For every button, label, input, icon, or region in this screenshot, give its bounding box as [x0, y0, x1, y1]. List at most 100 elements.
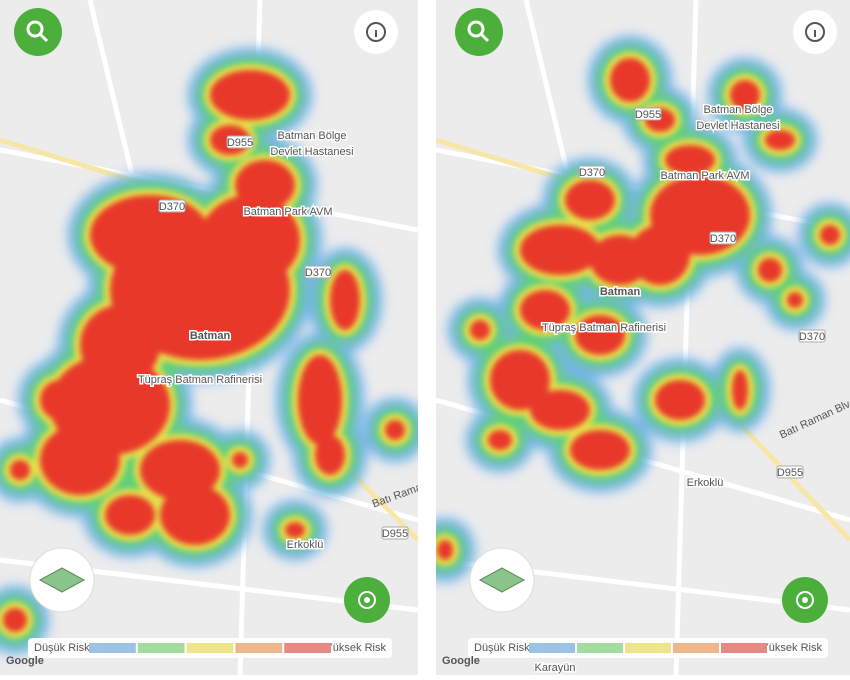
legend-swatch: [137, 643, 185, 653]
layers-icon: [478, 567, 526, 593]
road-shield: [798, 329, 826, 343]
heat-blob: [665, 145, 715, 175]
heat-blob: [90, 195, 210, 275]
heat-blob: [285, 522, 305, 538]
place-label: Tüpraş Batman Rafinerisi: [138, 374, 262, 386]
heat-blob: [575, 315, 625, 355]
road-label: D955: [382, 528, 408, 540]
heat-blob: [730, 80, 760, 110]
search-icon: [467, 20, 485, 38]
road-shield: [776, 465, 804, 479]
heat-blob: [565, 180, 615, 220]
heat-blob: [330, 270, 360, 330]
heat-blob: [655, 380, 705, 420]
search-button[interactable]: [14, 8, 62, 56]
road-shield: [304, 265, 332, 279]
place-label: Erkoklü: [287, 539, 324, 551]
road-shield: [634, 107, 662, 121]
legend-swatch: [529, 643, 575, 653]
heat-layer: [3, 70, 405, 632]
search-icon: [38, 32, 49, 43]
search-icon: [479, 32, 490, 43]
road-label: D370: [305, 267, 331, 279]
locate-icon: [358, 591, 376, 609]
heat-blob: [40, 380, 80, 420]
heat-blob: [298, 355, 342, 445]
map-panel: Batman Bölge Devlet Hastanesi Batman Park …: [0, 0, 418, 675]
place-label: Batman Park AVM: [660, 170, 749, 182]
place-label: Batman Bölge: [277, 130, 346, 142]
place-label: Erkoklü: [687, 477, 724, 489]
heat-blob: [315, 435, 345, 475]
heat-blob: [570, 430, 630, 470]
heat-blob: [590, 235, 650, 285]
road-shield: [158, 199, 186, 213]
road-shield: [709, 231, 737, 245]
heat-blob: [385, 420, 405, 440]
heat-blob: [820, 225, 840, 245]
heat-blob: [520, 225, 600, 275]
legend-swatch: [673, 643, 719, 653]
road-label: D955: [635, 109, 661, 121]
attribution: Google: [442, 655, 480, 667]
heat-layer: [437, 58, 840, 560]
heat-blob: [200, 195, 300, 285]
legend-high: Yüksek Risk: [761, 642, 822, 654]
road-label: D370: [159, 201, 185, 213]
heat-blob: [105, 495, 155, 535]
heat-blob: [610, 58, 650, 102]
place-label: Batman Park AVM: [243, 206, 332, 218]
heat-blob: [232, 452, 248, 468]
legend-swatch: [625, 643, 671, 653]
road-shield: [381, 526, 409, 540]
legend-high: Yüksek Risk: [325, 642, 386, 654]
info-icon: [805, 22, 825, 42]
place-label: Batman Bölge: [703, 104, 772, 116]
heat-blob: [490, 350, 550, 410]
heat-blob: [732, 370, 748, 410]
heat-blob: [530, 390, 590, 430]
heat-blob: [787, 292, 803, 308]
road-label: D955: [777, 467, 803, 479]
place-label: Batman: [190, 330, 231, 342]
place-label: Karayün: [535, 662, 576, 674]
legend-swatch: [89, 643, 136, 653]
legend-swatch: [284, 643, 331, 653]
heat-blob: [235, 160, 295, 210]
locate-icon: [802, 597, 808, 603]
heat-blob: [40, 425, 120, 495]
place-label: Devlet Hastanesi: [270, 146, 353, 158]
info-icon: [366, 22, 386, 42]
layers-icon: [38, 567, 86, 593]
heat-blob: [3, 608, 27, 632]
place-label: Tüpraş Batman Rafinerisi: [542, 322, 666, 334]
place-label: Devlet Hastanesi: [696, 120, 779, 132]
road-label: D370: [799, 331, 825, 343]
heat-blob: [470, 320, 490, 340]
road-label: D370: [579, 167, 605, 179]
heat-blob: [520, 290, 570, 330]
road-label: D370: [710, 233, 736, 245]
map-panel: Batman Bölge Devlet Hastanesi Batman Park …: [436, 0, 850, 675]
attribution: Google: [6, 655, 44, 667]
road-shield: [578, 165, 606, 179]
locate-icon: [364, 597, 370, 603]
road-shield: [226, 135, 254, 149]
legend-swatch: [721, 643, 767, 653]
legend-swatch: [577, 643, 623, 653]
main-road: [734, 418, 850, 542]
locate-icon: [796, 591, 814, 609]
heat-blob: [210, 70, 290, 120]
legend-swatch: [186, 643, 234, 653]
heat-blob: [758, 258, 782, 282]
search-button[interactable]: [455, 8, 503, 56]
heat-blob: [488, 430, 512, 450]
heat-blob: [10, 460, 30, 480]
heat-blob: [765, 130, 795, 150]
road-label: D955: [227, 137, 253, 149]
legend-low: Düşük Risk: [474, 642, 530, 654]
heat-blob: [160, 485, 230, 545]
legend-low: Düşük Risk: [34, 642, 90, 654]
legend-swatch: [235, 643, 283, 653]
heat-blob: [140, 440, 220, 500]
